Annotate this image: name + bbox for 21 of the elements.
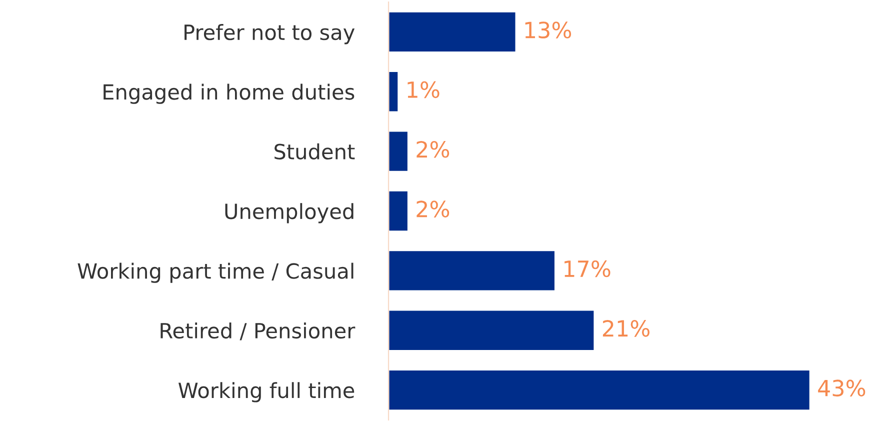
data-label: 17% — [564, 260, 610, 278]
y-tick-label: Prefer not to say — [184, 24, 355, 44]
bar — [388, 10, 517, 53]
data-label: 2% — [416, 140, 450, 158]
y-tick-label: Unemployed — [225, 203, 354, 224]
bar — [388, 369, 811, 412]
bar — [388, 130, 409, 172]
data-label: 43% — [818, 380, 866, 396]
data-label: 13% — [525, 22, 572, 38]
y-tick-label: Engaged in home duties — [104, 84, 354, 104]
bar — [388, 250, 556, 292]
y-tick-label: Working part time / Casual — [78, 262, 354, 283]
bar — [388, 70, 400, 113]
y-tick-label: Student — [274, 143, 355, 160]
bar — [388, 309, 596, 352]
data-label: 2% — [416, 200, 450, 218]
y-tick-label: Retired / Pensioner — [160, 322, 356, 340]
bar — [388, 190, 409, 232]
data-label: 1% — [408, 81, 440, 98]
data-label: 21% — [602, 320, 650, 337]
y-tick-label: Working full time — [178, 382, 354, 402]
